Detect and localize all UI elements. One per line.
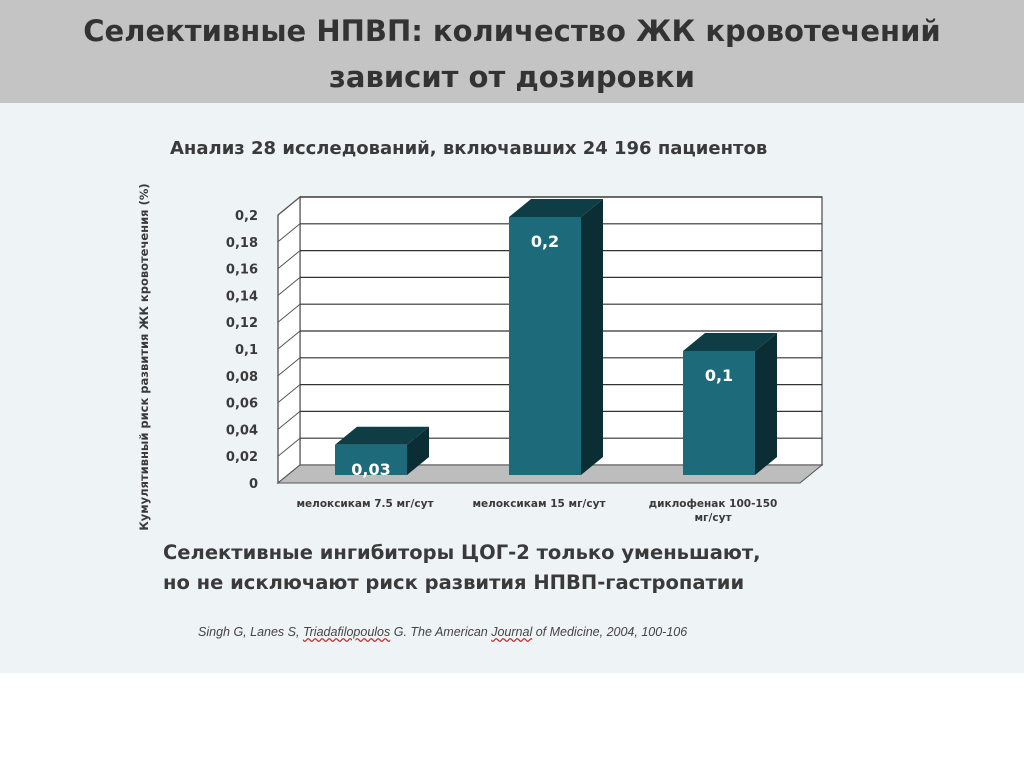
y-tick-label: 0,02 bbox=[226, 450, 258, 465]
citation: Singh G, Lanes S, Triadafilopoulos G. Th… bbox=[198, 624, 758, 641]
gridline-depth bbox=[277, 411, 301, 430]
chart-subtitle: Анализ 28 исследований, включавших 24 19… bbox=[170, 138, 768, 159]
gridline-depth bbox=[277, 303, 301, 323]
x-category-label: мелоксикам 15 мг/сут bbox=[472, 498, 606, 510]
gridline-depth bbox=[277, 357, 301, 377]
y-tick-label: 0,12 bbox=[226, 316, 258, 331]
citation-part3: G. The American bbox=[390, 625, 492, 639]
bar-side bbox=[581, 199, 603, 475]
y-tick-label: 0,08 bbox=[226, 370, 258, 385]
citation-journal-word: Journal bbox=[491, 625, 533, 639]
bar-chart: 0 0,02 0,04 0,06 0,08 0,1 0,12 0,14 0,16 0,18 0,2 0… bbox=[226, 195, 824, 524]
bar bbox=[683, 351, 755, 475]
gridline-depth bbox=[277, 330, 301, 350]
bar bbox=[509, 217, 581, 475]
y-tick-label: 0,06 bbox=[226, 397, 258, 412]
bar-side bbox=[407, 426, 429, 475]
y-tick-label: 0,14 bbox=[226, 289, 258, 304]
conclusion-line1: Селективные ингибиторы ЦОГ-2 только умен… bbox=[163, 541, 761, 564]
citation-part1: Singh G, Lanes S, bbox=[198, 625, 303, 639]
gridline-depth bbox=[277, 223, 301, 243]
y-tick-label: 0,1 bbox=[235, 343, 258, 358]
y-tick-label: 0,04 bbox=[226, 423, 258, 438]
x-category-label: мелоксикам 7.5 мг/сут bbox=[296, 498, 434, 510]
bar-value-label: 0,2 bbox=[531, 232, 559, 251]
citation-author: Triadafilopoulos bbox=[302, 625, 391, 639]
bar-value-label: 0,03 bbox=[351, 460, 390, 479]
x-category-label: мг/сут bbox=[694, 512, 732, 524]
gridline-depth bbox=[277, 196, 301, 216]
slide-title-line2: зависит от дозировки bbox=[329, 60, 695, 94]
gridline-depth bbox=[277, 384, 301, 403]
slide-title-line1: Селективные НПВП: количество ЖК кровотеч… bbox=[83, 14, 941, 48]
bar-value-label: 0,1 bbox=[705, 366, 733, 385]
bar bbox=[335, 444, 407, 475]
bar-top bbox=[683, 333, 777, 351]
bar-side bbox=[755, 333, 777, 475]
gridline-depth bbox=[277, 277, 301, 296]
bar-top bbox=[335, 426, 429, 445]
conclusion-line2: но не исключают риск развития НПВП-гастр… bbox=[163, 571, 745, 594]
y-tick-label: 0 bbox=[249, 477, 258, 492]
title-banner bbox=[0, 0, 1024, 103]
y-tick-label: 0,2 bbox=[235, 209, 258, 224]
y-tick-label: 0,18 bbox=[226, 236, 258, 251]
x-category-label: диклофенак 100-150 bbox=[649, 498, 778, 510]
bar-top bbox=[509, 199, 603, 217]
y-axis-label: Кумулятивный риск развития ЖК кровотечен… bbox=[137, 183, 151, 531]
citation-part5: of Medicine, 2004, 100-106 bbox=[532, 625, 688, 639]
y-tick-label: 0,16 bbox=[226, 263, 258, 278]
conclusion-text: Селективные ингибиторы ЦОГ-2 только умен… bbox=[163, 538, 761, 598]
gridline-depth bbox=[277, 437, 301, 457]
slide-title: Селективные НПВП: количество ЖК кровотеч… bbox=[0, 8, 1024, 100]
gridline-depth bbox=[277, 250, 301, 269]
